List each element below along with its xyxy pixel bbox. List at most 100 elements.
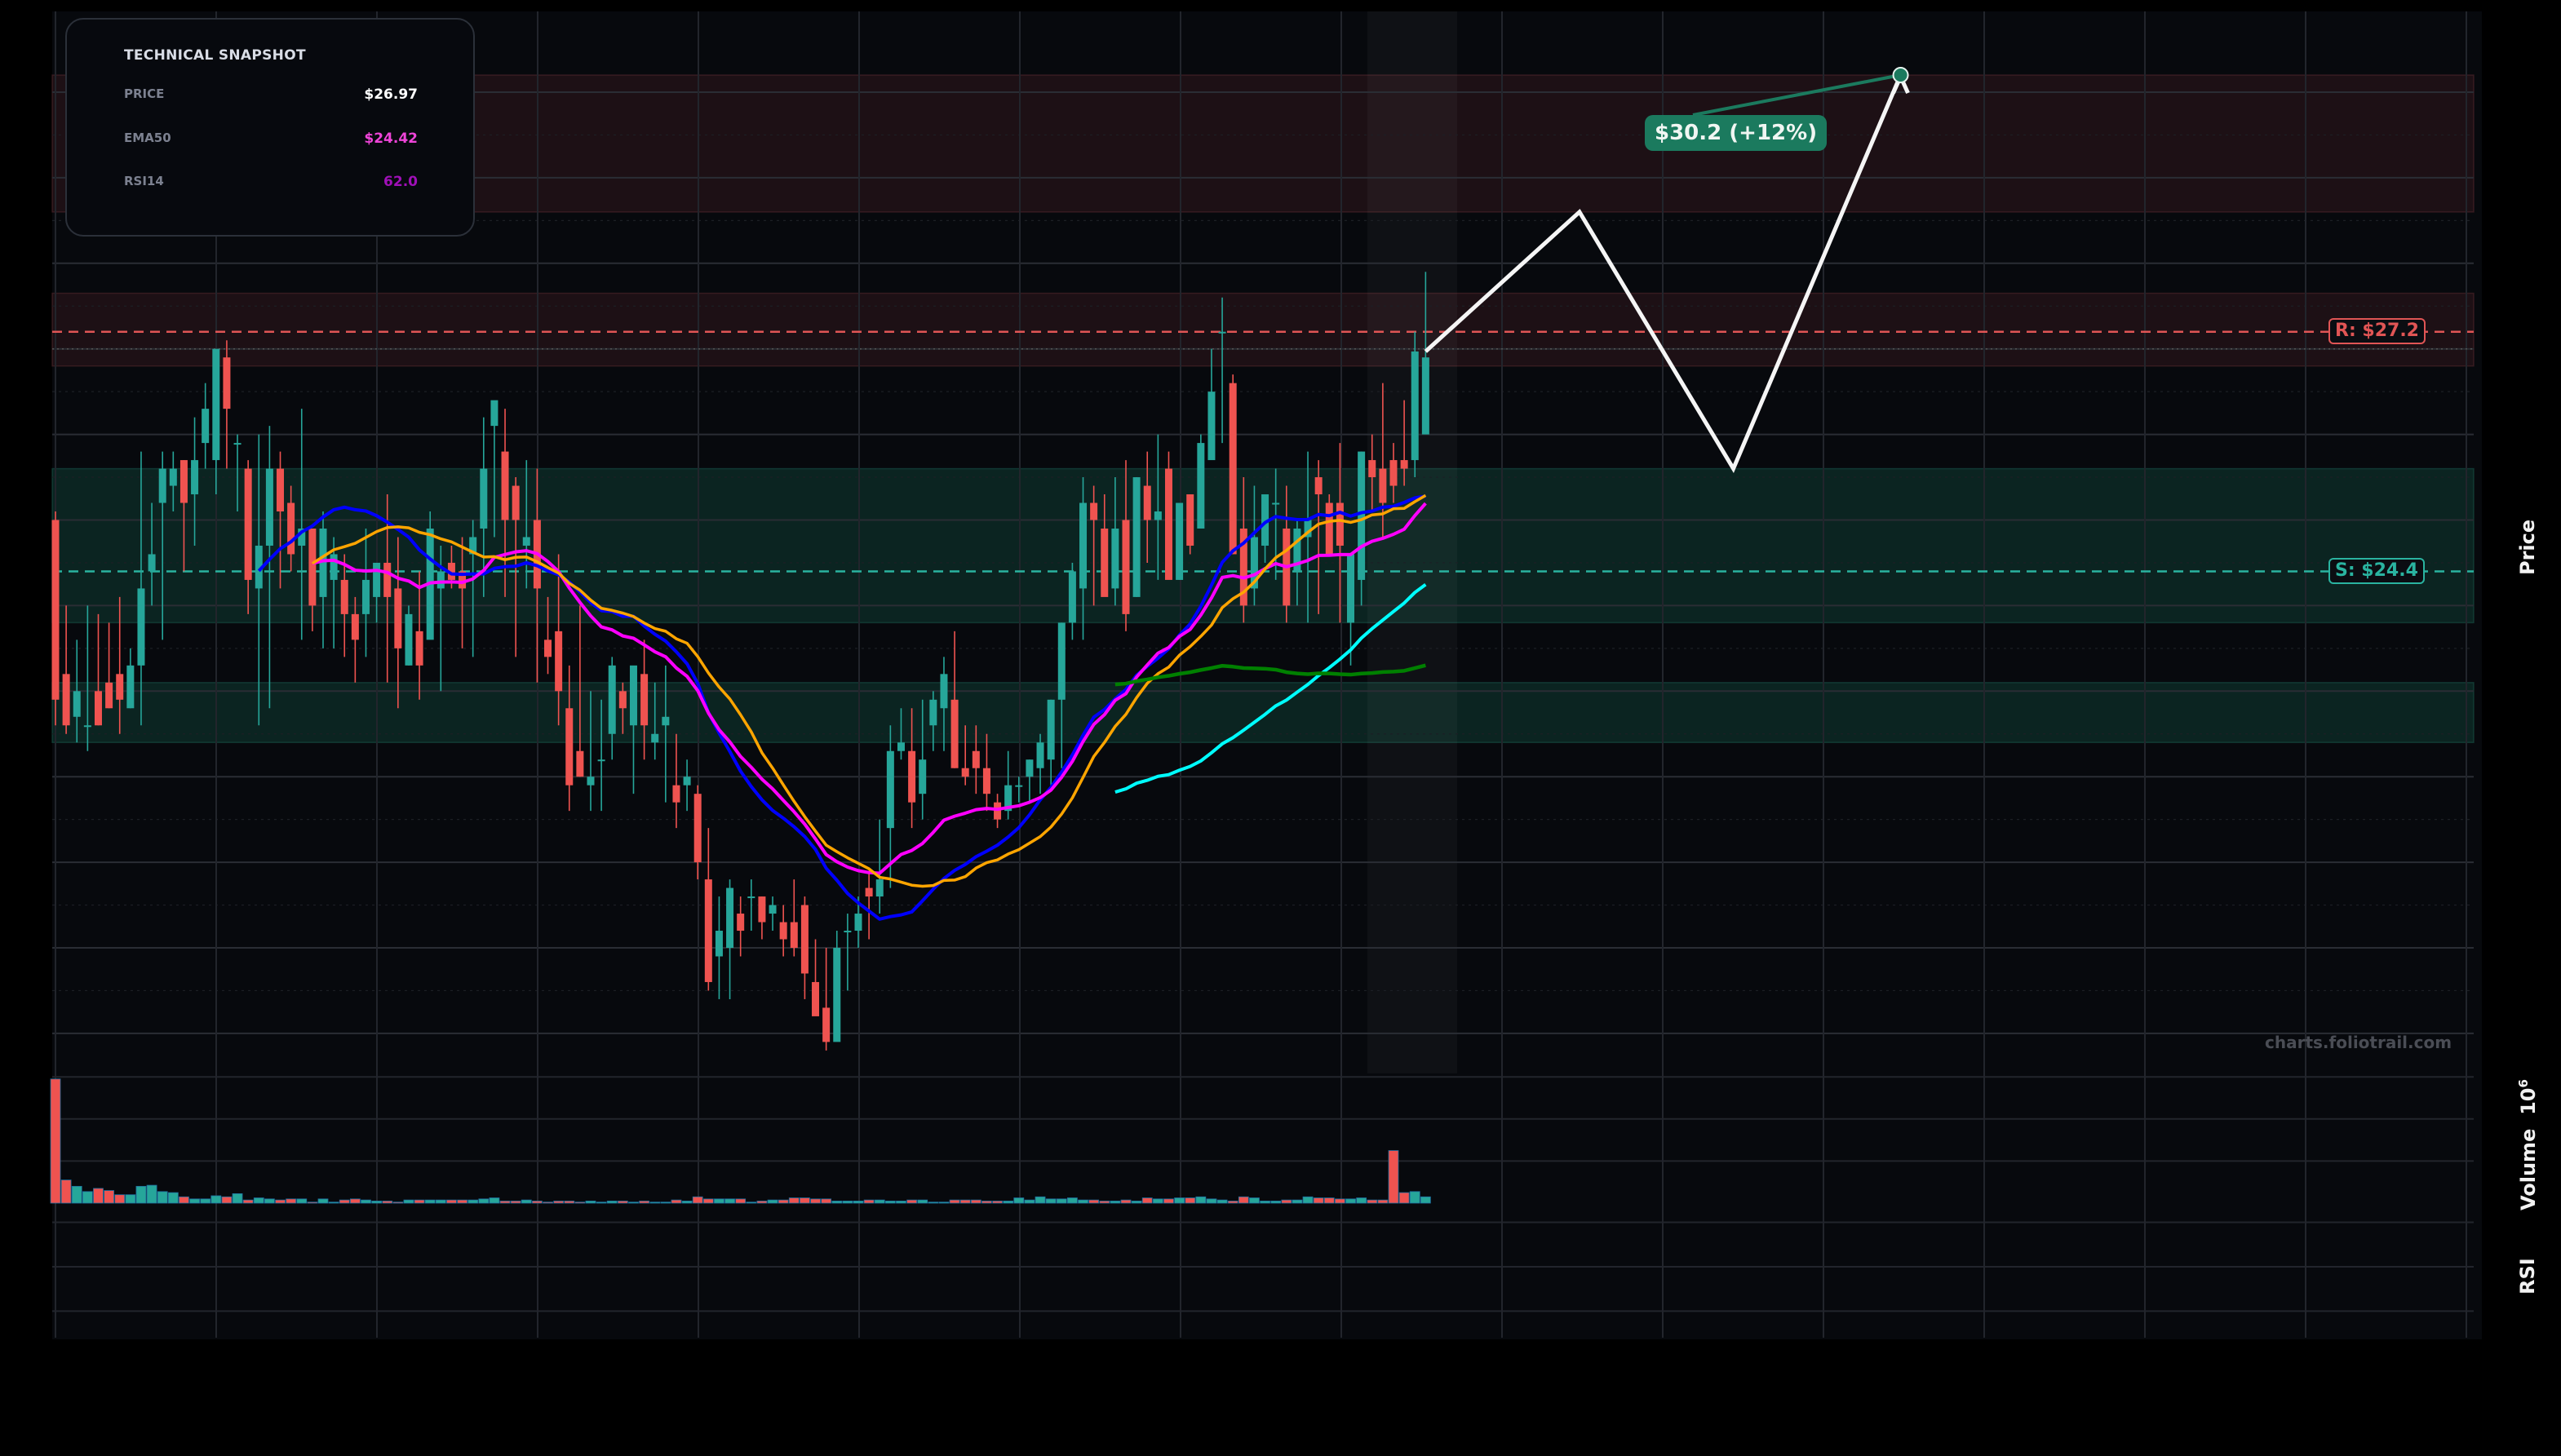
- volume-bar: [767, 1199, 778, 1204]
- candle: [950, 699, 959, 768]
- candle: [1400, 460, 1408, 469]
- volume-bar: [746, 1202, 757, 1204]
- candle: [512, 485, 520, 520]
- candle: [1358, 451, 1366, 580]
- candle: [844, 931, 852, 933]
- volume-bar: [1056, 1198, 1067, 1204]
- candle: [1304, 520, 1312, 538]
- volume-bar: [1035, 1196, 1046, 1204]
- candle: [1218, 331, 1226, 334]
- volume-bar: [660, 1202, 671, 1204]
- volume-bar: [1141, 1197, 1153, 1204]
- snapshot-title: TECHNICAL SNAPSHOT: [124, 47, 306, 64]
- volume-bar: [884, 1201, 896, 1204]
- candle: [319, 528, 327, 597]
- candle: [737, 914, 745, 932]
- volume-bar: [981, 1201, 992, 1204]
- target-point-icon: [1892, 67, 1909, 84]
- candle: [961, 768, 969, 777]
- volume-bar: [1163, 1198, 1174, 1204]
- volume-bar: [125, 1194, 136, 1204]
- price-axis-title: Price: [2516, 519, 2539, 575]
- volume-bar: [349, 1198, 361, 1204]
- volume-bar: [60, 1179, 72, 1204]
- volume-bar: [1420, 1196, 1431, 1204]
- candle: [812, 981, 820, 1016]
- candle: [555, 631, 563, 692]
- volume-bar: [286, 1198, 297, 1204]
- candle: [126, 665, 135, 709]
- candle: [1090, 502, 1098, 520]
- snapshot-label: RSI14: [124, 174, 164, 188]
- volume-bar: [714, 1198, 724, 1204]
- candle: [919, 759, 927, 794]
- volume-bar: [1260, 1201, 1270, 1204]
- volume-bar: [339, 1199, 350, 1204]
- volume-bar: [457, 1199, 467, 1204]
- volume-bar: [146, 1184, 157, 1204]
- volume-bar: [692, 1196, 703, 1204]
- volume-bar: [1227, 1201, 1238, 1204]
- snapshot-value: $24.42: [364, 131, 418, 147]
- volume-bar: [874, 1199, 885, 1204]
- watermark: charts.foliotrail.com: [2265, 1033, 2452, 1052]
- candle: [223, 357, 231, 409]
- green-ma-line: [1114, 663, 1426, 687]
- candle: [693, 794, 702, 863]
- candle: [490, 400, 498, 427]
- volume-bar: [1174, 1197, 1185, 1204]
- support-zone: [51, 682, 2475, 743]
- candle: [1111, 528, 1119, 589]
- volume-bar: [157, 1191, 168, 1204]
- candle: [1164, 468, 1172, 580]
- snapshot-row-ema50: EMA50 $24.42: [124, 131, 418, 150]
- volume-bar: [1345, 1198, 1356, 1204]
- volume-bar: [1185, 1197, 1196, 1204]
- volume-bar: [179, 1196, 189, 1204]
- projection-zigzag: [1424, 74, 1903, 474]
- volume-bar: [959, 1199, 971, 1204]
- volume-bar: [574, 1202, 586, 1204]
- candle: [202, 409, 210, 444]
- candle: [800, 905, 809, 974]
- volume-bar: [1195, 1196, 1207, 1204]
- volume-bar: [1335, 1198, 1345, 1204]
- volume-bar: [200, 1198, 211, 1204]
- volume-bar: [414, 1199, 425, 1204]
- candle: [1026, 759, 1034, 777]
- volume-bar: [317, 1198, 329, 1204]
- candle: [1197, 443, 1205, 529]
- volume-bar: [382, 1201, 393, 1204]
- candle: [436, 571, 445, 589]
- volume-axis-exponent: 6: [2516, 1079, 2531, 1088]
- volume-bar: [1045, 1198, 1057, 1204]
- candle: [897, 742, 905, 751]
- candle: [1143, 485, 1151, 520]
- candle: [383, 562, 392, 597]
- candle: [1379, 468, 1387, 503]
- volume-bar: [1356, 1197, 1367, 1204]
- volume-bar: [1292, 1199, 1303, 1204]
- volume-bar: [1088, 1199, 1100, 1204]
- candle: [1047, 699, 1055, 760]
- volume-bar: [328, 1202, 339, 1204]
- volume-bar: [167, 1192, 179, 1204]
- resistance-zone: [51, 292, 2475, 367]
- volume-bar: [307, 1202, 318, 1204]
- volume-bar: [671, 1199, 682, 1204]
- volume-bar: [275, 1199, 286, 1204]
- volume-bar: [446, 1199, 457, 1204]
- cyan-ma-line: [1114, 583, 1427, 794]
- moving-averages: [257, 493, 1427, 921]
- volume-bar: [424, 1199, 436, 1204]
- volume-panel: [52, 1073, 2482, 1206]
- snapshot-label: PRICE: [124, 86, 165, 101]
- volume-bar: [938, 1202, 950, 1204]
- snapshot-value: $26.97: [364, 86, 418, 103]
- candle: [83, 725, 91, 728]
- volume-bar: [232, 1193, 243, 1204]
- candle: [886, 750, 894, 829]
- volume-bar: [778, 1199, 789, 1204]
- candle: [822, 1007, 831, 1042]
